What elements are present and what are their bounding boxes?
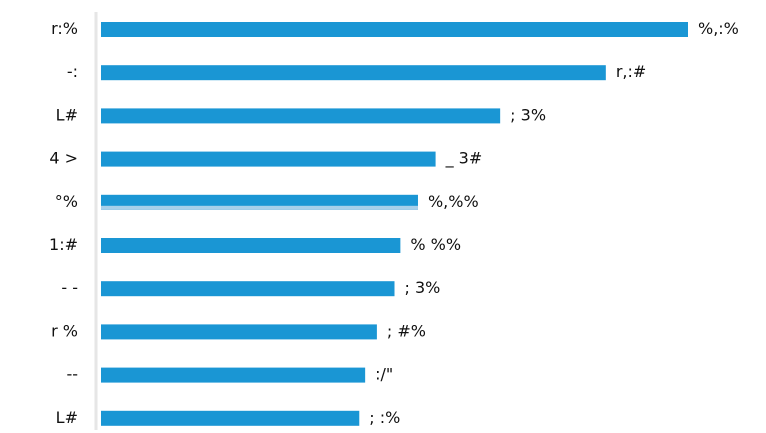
value-label-3: _ 3# xyxy=(445,149,483,169)
value-label-7: ; #% xyxy=(387,321,426,340)
bar-8 xyxy=(101,367,366,383)
category-label-3: 4 > xyxy=(49,149,78,168)
category-label-0: r:% xyxy=(51,19,78,38)
bar-highlight-4 xyxy=(101,205,418,210)
category-label-1: -: xyxy=(67,62,78,81)
category-label-8: -- xyxy=(66,365,78,384)
category-label-5: 1:# xyxy=(49,235,78,254)
bar-6 xyxy=(101,281,395,297)
category-label-2: L# xyxy=(56,105,78,124)
bar-9 xyxy=(101,410,360,426)
value-label-0: %,:% xyxy=(698,19,739,38)
category-label-6: - - xyxy=(61,278,78,297)
bar-1 xyxy=(101,65,606,81)
bar-3 xyxy=(101,151,436,167)
bar-5 xyxy=(101,238,401,253)
value-label-8: :/" xyxy=(375,365,393,384)
bar-2 xyxy=(101,108,501,124)
category-label-4: °% xyxy=(55,192,78,211)
value-label-9: ; :% xyxy=(369,408,400,427)
category-label-9: L# xyxy=(56,408,78,427)
value-label-2: ; 3% xyxy=(510,105,546,124)
value-label-1: r,:# xyxy=(616,62,646,81)
value-label-4: %,%% xyxy=(428,192,479,211)
bar-7 xyxy=(101,324,377,340)
value-label-6: ; 3% xyxy=(405,278,441,297)
value-label-5: % %% xyxy=(410,235,461,254)
bar-0 xyxy=(101,22,688,37)
category-label-7: r % xyxy=(51,321,78,340)
